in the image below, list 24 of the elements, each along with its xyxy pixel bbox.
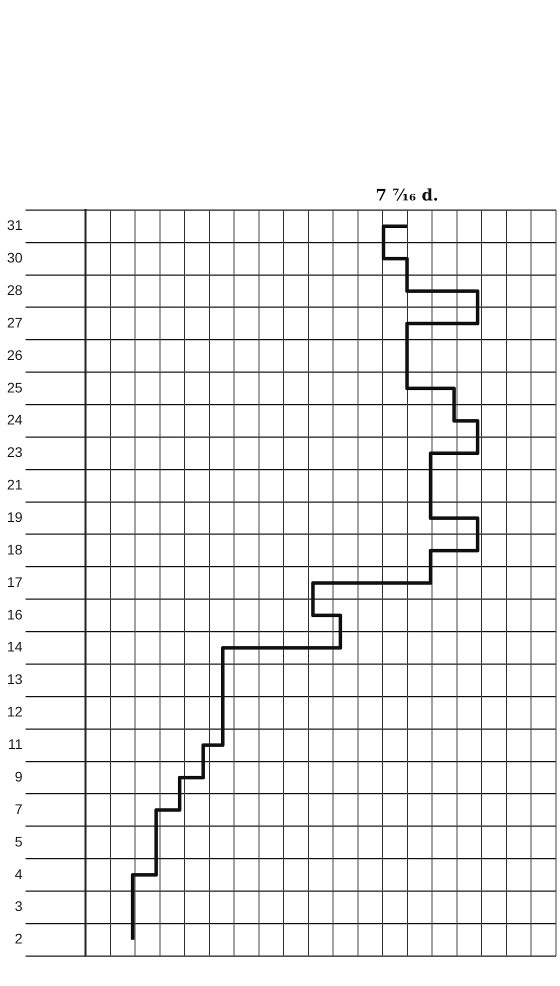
y-tick-label: 2 (14, 930, 23, 947)
y-tick-label: 31 (6, 217, 23, 234)
y-tick-label: 14 (6, 638, 23, 655)
annotation: 7 ⁷⁄₁₆ d. (376, 185, 438, 204)
y-tick-label: 23 (6, 444, 23, 460)
y-tick-label: 25 (6, 379, 23, 396)
y-tick-label: 21 (6, 476, 23, 493)
y-tick-label: 3 (14, 898, 23, 914)
y-tick-label: 7 (14, 800, 23, 817)
y-tick-label: 5 (14, 833, 23, 850)
y-tick-label: 24 (6, 412, 23, 428)
y-tick-label: 12 (6, 704, 23, 720)
y-tick-label: 13 (6, 671, 23, 688)
y-tick-label: 11 (8, 736, 23, 752)
y-tick-label: 18 (6, 541, 23, 558)
y-tick-label: 28 (6, 282, 23, 298)
y-tick-label: 26 (6, 346, 23, 363)
y-tick-label: 19 (6, 508, 23, 525)
y-tick-label: 17 (6, 574, 23, 590)
y-tick-label: 9 (14, 768, 23, 784)
y-tick-label: 27 (6, 314, 23, 330)
y-tick-label: 16 (6, 606, 23, 622)
y-tick-label: 30 (6, 250, 23, 266)
y-tick-label: 4 (14, 866, 23, 882)
